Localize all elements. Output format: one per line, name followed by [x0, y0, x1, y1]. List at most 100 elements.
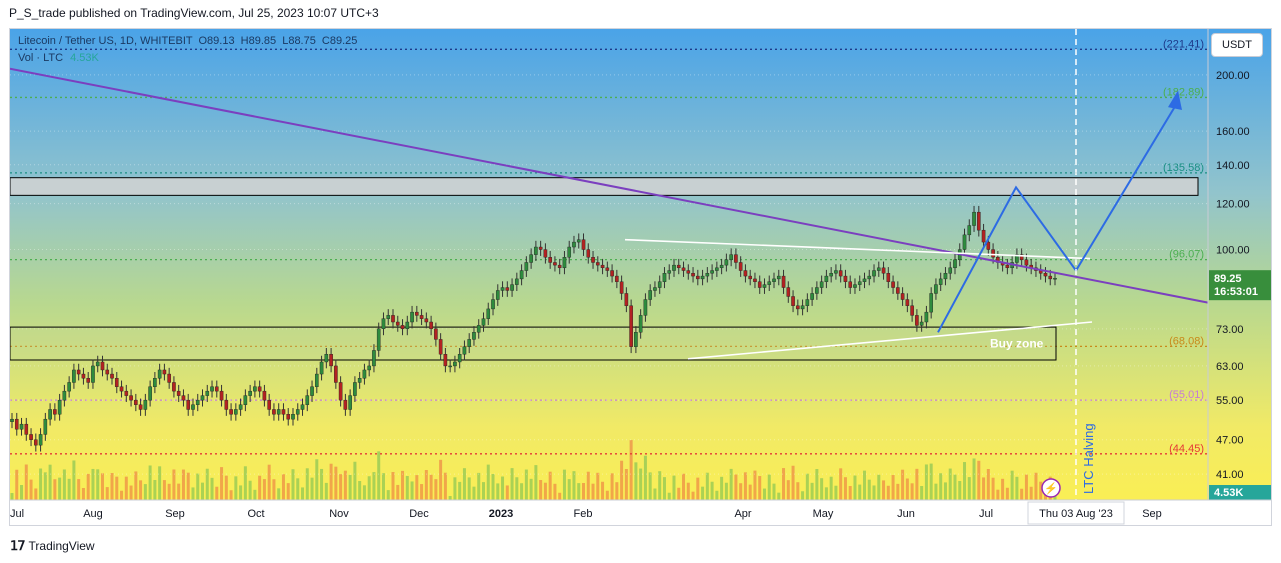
volume-bar: [662, 477, 666, 500]
level-label: (55.01): [1169, 389, 1204, 401]
candle-body: [791, 296, 795, 306]
buy-zone: [10, 326, 1057, 361]
volume-bar: [677, 487, 681, 500]
candle-body: [219, 390, 224, 401]
chart-panel[interactable]: (221.41) (182.89) (135.58) (96.07) (68.08) (5…: [9, 28, 1272, 526]
candle-body: [419, 315, 424, 319]
volume-bar: [858, 484, 862, 500]
time-tick-label: Sep: [165, 508, 185, 520]
candle-body: [891, 281, 895, 288]
tradingview-brand[interactable]: 𝟣𝟩 TradingView: [10, 538, 95, 554]
volume-bar: [539, 480, 543, 500]
volume-bar: [443, 472, 447, 500]
brand-label: TradingView: [28, 539, 95, 553]
candle-body: [376, 328, 381, 351]
candle-body: [519, 270, 524, 280]
volume-bar: [910, 483, 914, 500]
volume-bar: [20, 485, 24, 500]
candle-body: [248, 390, 252, 396]
volume-bar: [401, 470, 405, 500]
candle-body: [691, 273, 695, 277]
time-tick-label: Jul: [979, 508, 993, 520]
volume-bar: [229, 490, 233, 500]
candle-body: [329, 354, 333, 367]
volume-bar: [239, 485, 243, 500]
candle-body: [734, 254, 738, 263]
volume-bar: [534, 465, 538, 500]
candle-body: [200, 395, 205, 401]
volume-bar: [100, 473, 104, 500]
volume-bar: [615, 482, 619, 500]
volume-bar: [772, 483, 776, 500]
candle-body: [291, 414, 295, 420]
candle-body: [605, 267, 610, 271]
candle-body: [896, 287, 900, 294]
volume-bar: [934, 483, 938, 500]
volume-bar: [839, 468, 843, 500]
candle-body: [53, 409, 57, 415]
volume-bar: [848, 486, 852, 500]
volume-bar: [953, 474, 957, 500]
candle-body: [610, 270, 614, 277]
volume-bar: [305, 468, 309, 500]
volume-bar: [705, 472, 709, 500]
volume-bar: [610, 473, 614, 500]
volume-bar: [691, 491, 695, 500]
volume-bar: [496, 483, 500, 500]
volume-bar: [648, 472, 652, 500]
candle-body: [343, 399, 348, 410]
currency-button[interactable]: USDT: [1211, 33, 1263, 57]
candle-body: [315, 373, 319, 387]
volume-bar: [1001, 478, 1005, 500]
volume-bar: [348, 474, 352, 500]
candle-body: [353, 382, 357, 396]
symbol-legend: Litecoin / Tether US, 1D, WHITEBIT O89.1…: [18, 35, 357, 47]
volume-bar: [939, 473, 943, 500]
volume-bar: [115, 476, 119, 500]
volume-bar: [386, 490, 390, 500]
volume-bar: [801, 491, 805, 500]
volume-bar: [296, 478, 300, 500]
candle-body: [724, 259, 729, 266]
volume-bar: [653, 488, 657, 500]
volume-bar: [520, 483, 524, 500]
candle-body: [191, 404, 195, 410]
candle-body: [862, 278, 867, 282]
volume-bar: [667, 492, 671, 500]
volume-bar: [515, 477, 519, 500]
volume-bar: [834, 485, 838, 500]
volume-bar: [448, 496, 452, 500]
volume-value: 4.53K: [70, 52, 99, 64]
candle-body: [72, 369, 76, 383]
candle-body: [14, 418, 19, 430]
candle-body: [410, 311, 414, 323]
candle-body: [981, 229, 986, 243]
candle-body: [243, 395, 248, 405]
volume-bar: [815, 469, 819, 500]
candle-body: [696, 275, 700, 280]
candle-body: [681, 267, 686, 271]
candle-body: [786, 287, 791, 297]
volume-bar: [481, 482, 485, 500]
volume-bar: [67, 478, 71, 500]
candle-body: [148, 386, 152, 401]
volume-bar: [77, 479, 81, 500]
candle-body: [134, 399, 138, 405]
volume-bar: [201, 482, 205, 500]
time-tick-label: Nov: [329, 508, 349, 520]
candle-body: [167, 373, 171, 383]
ohlc-close: C89.25: [321, 35, 358, 47]
candle-body: [295, 409, 300, 415]
volume-bar: [248, 480, 252, 500]
candle-body: [767, 281, 772, 285]
volume-bar: [701, 486, 705, 500]
candle-body: [715, 267, 719, 271]
candle-body: [510, 284, 514, 291]
candle-body: [67, 382, 71, 392]
volume-bar: [972, 458, 976, 500]
candle-body: [500, 287, 505, 291]
price-chart[interactable]: (221.41) (182.89) (135.58) (96.07) (68.08) (5…: [10, 29, 1272, 526]
candle-body: [305, 395, 310, 405]
volume-bar: [510, 468, 514, 500]
candle-body: [943, 273, 948, 280]
